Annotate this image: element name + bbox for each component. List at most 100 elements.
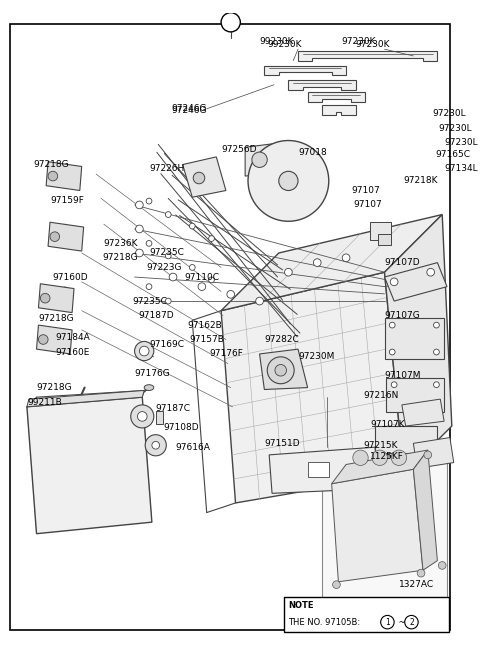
Text: 97187D: 97187D bbox=[138, 311, 174, 320]
Text: 97230L: 97230L bbox=[444, 138, 478, 147]
Bar bbox=[156, 411, 163, 424]
Text: 97218K: 97218K bbox=[404, 176, 438, 185]
Text: 97107M: 97107M bbox=[384, 371, 421, 380]
Text: 1125KF: 1125KF bbox=[370, 453, 404, 461]
Bar bbox=[386, 378, 444, 411]
Polygon shape bbox=[269, 447, 380, 493]
Polygon shape bbox=[322, 105, 356, 115]
Circle shape bbox=[433, 382, 439, 388]
Text: 97018: 97018 bbox=[298, 147, 327, 157]
Text: 97282C: 97282C bbox=[264, 335, 299, 344]
Polygon shape bbox=[384, 215, 452, 474]
Circle shape bbox=[48, 172, 58, 181]
Text: 97256D: 97256D bbox=[221, 145, 257, 154]
Bar bbox=[370, 222, 391, 240]
Circle shape bbox=[313, 259, 321, 267]
Text: 2: 2 bbox=[409, 618, 414, 627]
Circle shape bbox=[275, 365, 287, 376]
Text: 97235C: 97235C bbox=[149, 248, 184, 257]
Circle shape bbox=[190, 223, 195, 229]
Circle shape bbox=[424, 451, 432, 458]
Text: 97230K: 97230K bbox=[356, 40, 390, 49]
Text: 97107G: 97107G bbox=[384, 311, 420, 320]
Circle shape bbox=[152, 441, 159, 449]
Circle shape bbox=[248, 141, 329, 221]
Circle shape bbox=[381, 616, 394, 629]
Circle shape bbox=[40, 293, 50, 303]
Text: 97110C: 97110C bbox=[185, 272, 219, 282]
Circle shape bbox=[279, 172, 298, 191]
Circle shape bbox=[165, 212, 171, 217]
Text: NOTE: NOTE bbox=[288, 601, 314, 610]
Circle shape bbox=[139, 346, 149, 356]
Polygon shape bbox=[332, 450, 428, 483]
Polygon shape bbox=[46, 162, 82, 191]
Polygon shape bbox=[298, 51, 437, 61]
Circle shape bbox=[146, 198, 152, 204]
Circle shape bbox=[146, 240, 152, 246]
Text: 97107D: 97107D bbox=[384, 258, 420, 267]
Circle shape bbox=[267, 357, 294, 384]
Circle shape bbox=[209, 236, 215, 242]
Circle shape bbox=[165, 253, 171, 259]
Text: 97218G: 97218G bbox=[34, 160, 69, 169]
Bar bbox=[378, 234, 391, 246]
Text: 97160D: 97160D bbox=[53, 272, 88, 282]
Text: 97230L: 97230L bbox=[438, 124, 472, 132]
Polygon shape bbox=[260, 349, 308, 390]
Text: 1: 1 bbox=[385, 618, 390, 627]
Polygon shape bbox=[27, 397, 152, 534]
Polygon shape bbox=[27, 390, 144, 407]
Circle shape bbox=[50, 232, 60, 242]
Circle shape bbox=[134, 341, 154, 361]
Text: 99211B: 99211B bbox=[27, 398, 61, 407]
Text: 97107K: 97107K bbox=[370, 420, 405, 428]
Text: 97187C: 97187C bbox=[156, 404, 191, 413]
Circle shape bbox=[405, 616, 418, 629]
Circle shape bbox=[193, 172, 205, 184]
Circle shape bbox=[256, 297, 264, 305]
Text: 97215K: 97215K bbox=[363, 441, 398, 450]
Bar bbox=[384, 318, 444, 359]
Text: 99230K: 99230K bbox=[267, 40, 302, 49]
Text: 97108D: 97108D bbox=[163, 424, 199, 432]
Polygon shape bbox=[38, 284, 74, 312]
Circle shape bbox=[333, 581, 340, 588]
Text: 97165C: 97165C bbox=[435, 151, 470, 159]
Text: 1327AC: 1327AC bbox=[399, 580, 434, 589]
Circle shape bbox=[137, 411, 147, 421]
Bar bbox=[284, 597, 449, 632]
Polygon shape bbox=[332, 469, 423, 582]
Text: 97151D: 97151D bbox=[264, 439, 300, 448]
Text: 97246G: 97246G bbox=[171, 106, 206, 115]
Polygon shape bbox=[183, 157, 226, 197]
Circle shape bbox=[252, 152, 267, 168]
Circle shape bbox=[353, 450, 368, 466]
Circle shape bbox=[209, 277, 215, 283]
Polygon shape bbox=[264, 66, 346, 75]
Text: 97169C: 97169C bbox=[149, 340, 184, 349]
Circle shape bbox=[169, 273, 177, 281]
Text: 97230K: 97230K bbox=[341, 37, 376, 46]
Text: 97107: 97107 bbox=[351, 186, 380, 195]
Circle shape bbox=[146, 284, 152, 290]
Text: THE NO. 97105B:: THE NO. 97105B: bbox=[288, 618, 360, 627]
Text: 97218G: 97218G bbox=[38, 314, 74, 323]
Text: 97230M: 97230M bbox=[298, 352, 335, 362]
Text: 97616A: 97616A bbox=[175, 443, 210, 452]
Text: 97230L: 97230L bbox=[432, 109, 466, 118]
Text: 97134L: 97134L bbox=[444, 164, 478, 173]
Text: 97107: 97107 bbox=[354, 200, 383, 210]
Circle shape bbox=[417, 569, 425, 577]
Polygon shape bbox=[48, 222, 84, 251]
Circle shape bbox=[165, 298, 171, 304]
Circle shape bbox=[190, 265, 195, 271]
Circle shape bbox=[227, 290, 235, 298]
Bar bbox=[308, 462, 329, 477]
Text: 97184A: 97184A bbox=[56, 333, 91, 342]
Circle shape bbox=[372, 450, 387, 466]
Text: 1: 1 bbox=[228, 17, 234, 28]
Circle shape bbox=[198, 283, 206, 290]
Ellipse shape bbox=[144, 384, 154, 390]
Polygon shape bbox=[384, 263, 447, 301]
